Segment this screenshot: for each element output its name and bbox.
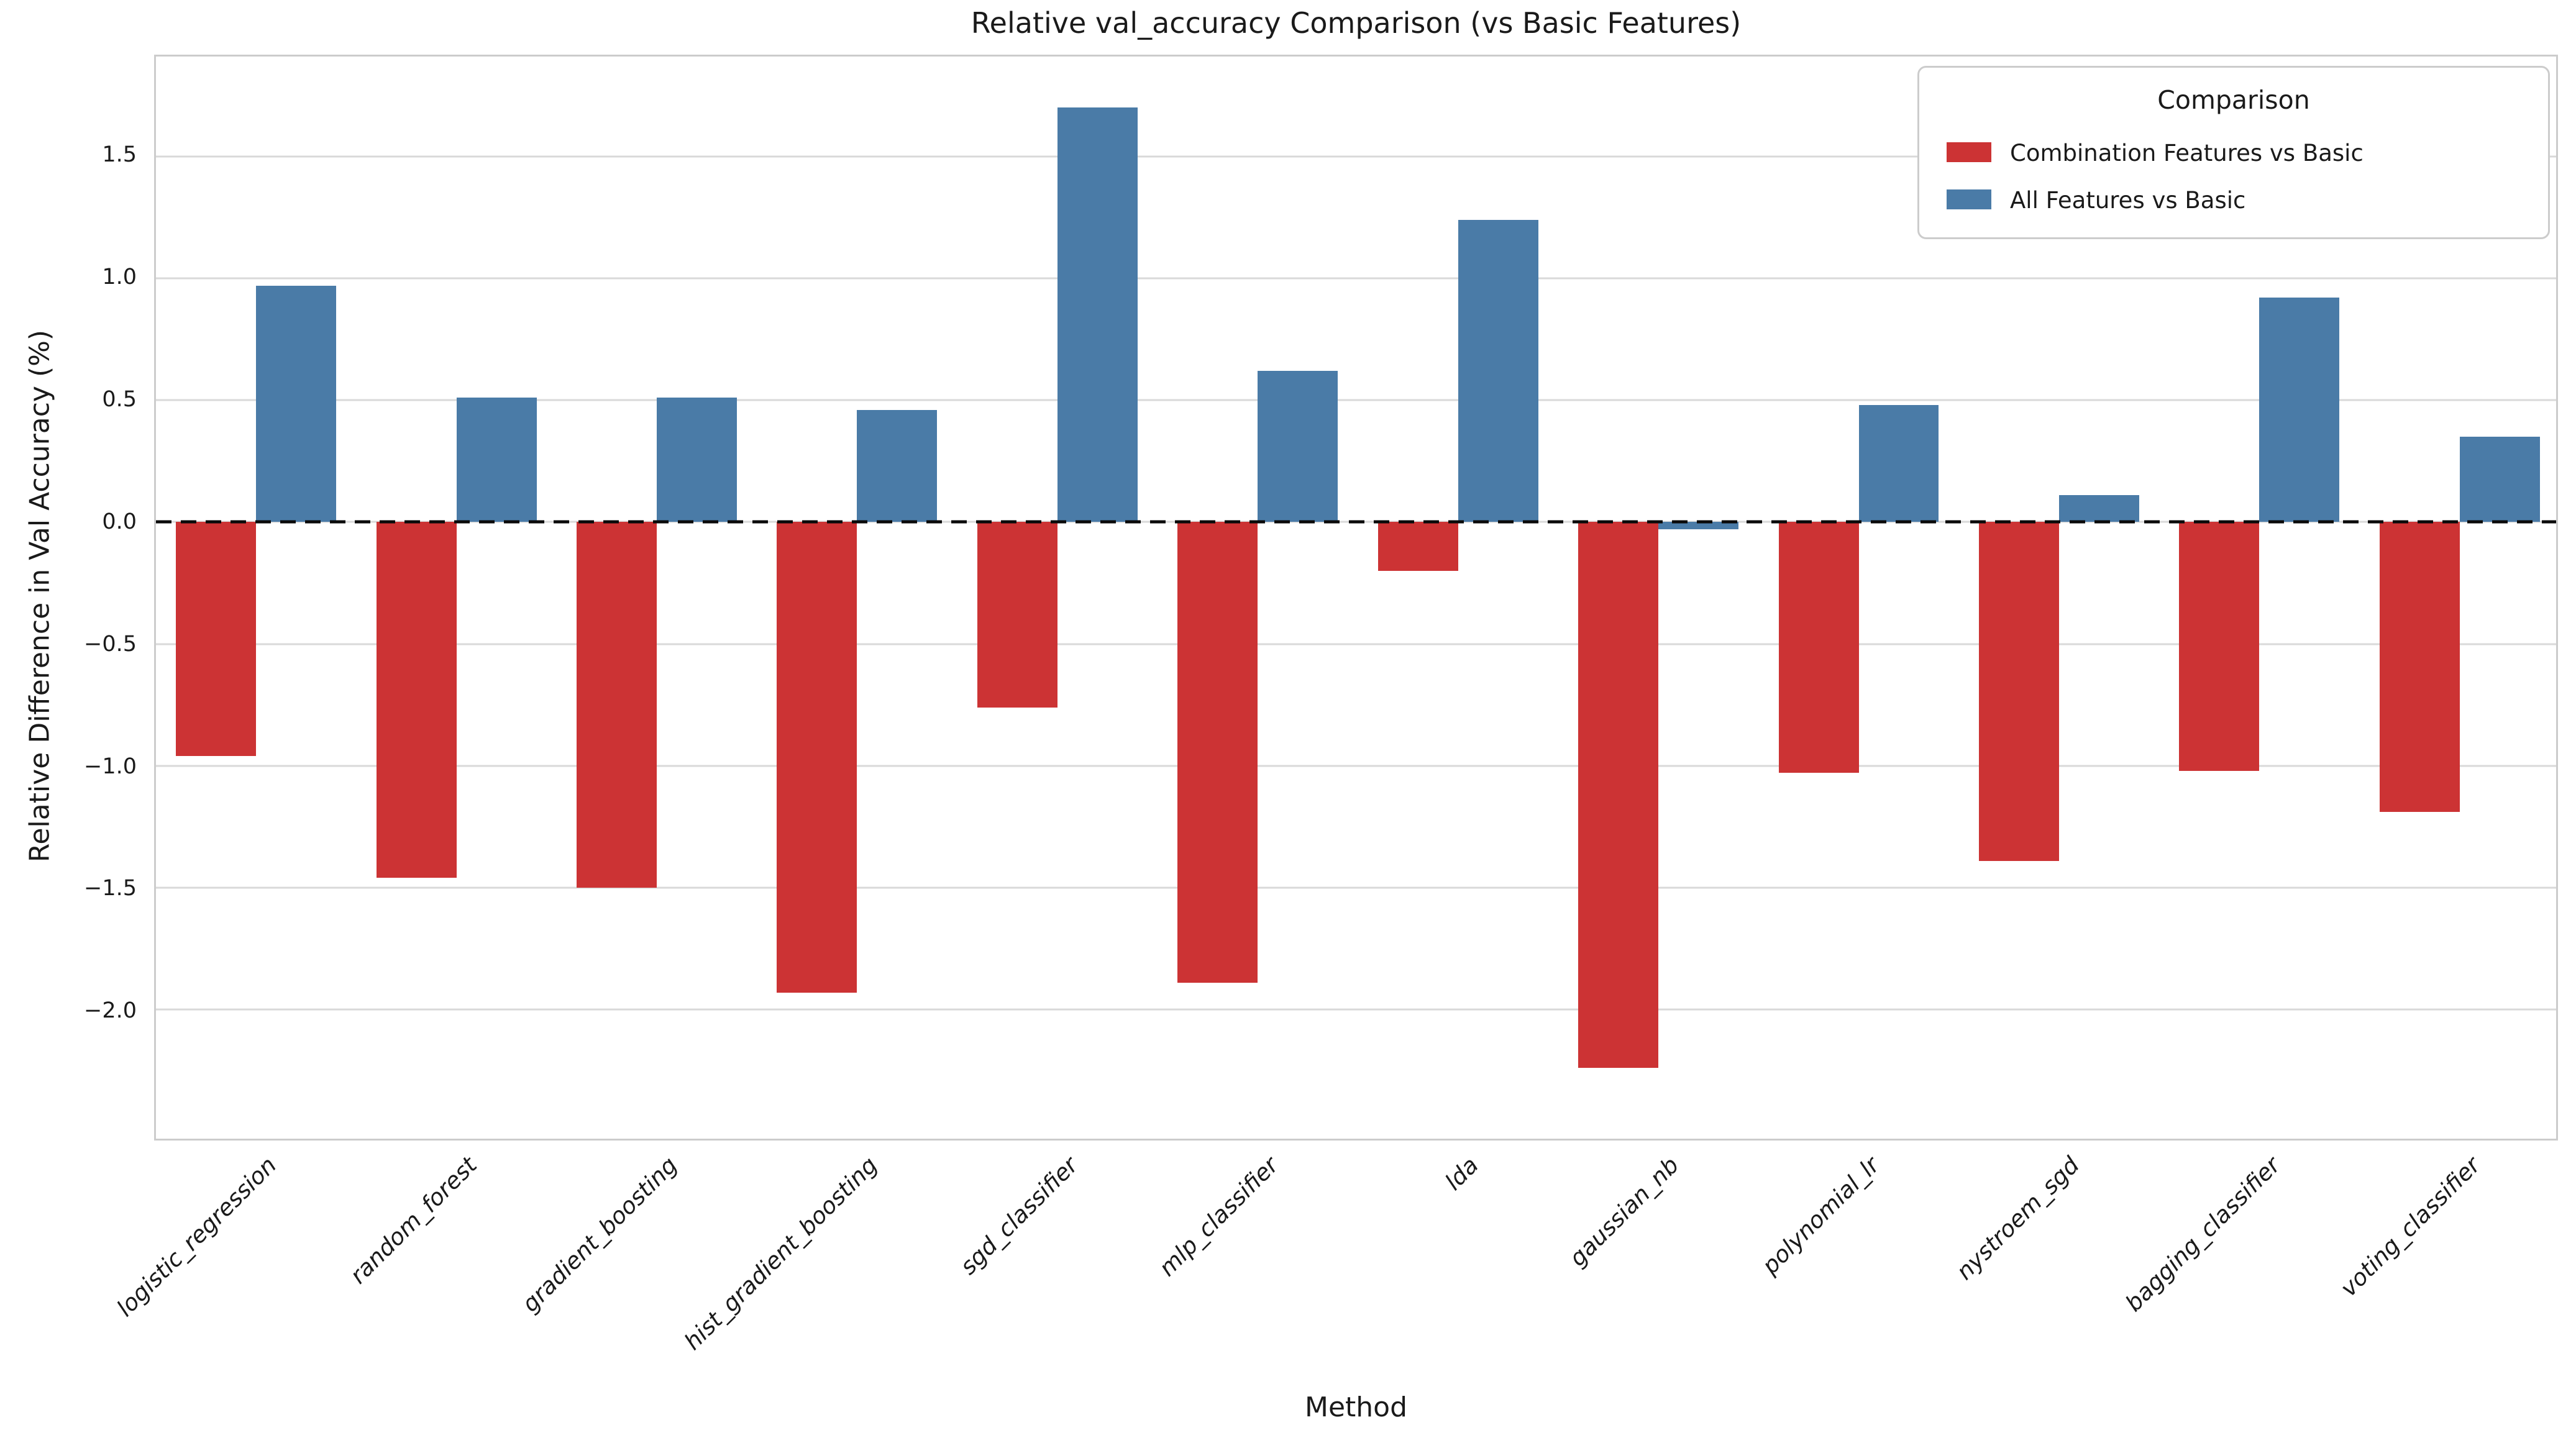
x-tick-label-sgd_classifier: sgd_classifier <box>954 1152 1084 1280</box>
bar-polynomial_lr-combination <box>1778 522 1859 773</box>
y-tick-label: 0.0 <box>102 509 137 534</box>
y-tick-label: 0.5 <box>102 387 137 412</box>
bar-gradient_boosting-all <box>657 398 737 522</box>
y-axis-label: Relative Difference in Val Accuracy (%) <box>24 329 56 863</box>
bar-mlp_classifier-combination <box>1177 522 1258 983</box>
bar-bagging_classifier-all <box>2259 298 2340 522</box>
gridline <box>156 765 2556 767</box>
legend: Comparison Combination Features vs Basic… <box>1917 66 2550 239</box>
bar-logistic_regression-all <box>256 285 337 522</box>
x-tick-label-random_forest: random_forest <box>345 1152 483 1289</box>
gridline <box>156 277 2556 280</box>
bar-random_forest-all <box>456 398 537 522</box>
bar-gaussian_nb-combination <box>1578 522 1659 1068</box>
bar-nystroem_sgd-all <box>2058 495 2139 522</box>
gridline <box>156 155 2556 158</box>
bar-gradient_boosting-combination <box>577 522 657 888</box>
zero-reference-line <box>156 520 2556 524</box>
x-tick-label-lda: lda <box>1440 1152 1484 1196</box>
bar-bagging_classifier-combination <box>2179 522 2260 771</box>
legend-swatch-blue-icon <box>1947 189 1991 209</box>
legend-title: Comparison <box>2157 85 2310 115</box>
x-tick-label-gaussian_nb: gaussian_nb <box>1564 1152 1684 1272</box>
bar-mlp_classifier-all <box>1258 371 1338 522</box>
bar-voting_classifier-all <box>2459 437 2540 522</box>
x-tick-label-logistic_regression: logistic_regression <box>111 1152 282 1322</box>
bar-hist_gradient_boosting-combination <box>777 522 857 993</box>
x-tick-label-nystroem_sgd: nystroem_sgd <box>1951 1152 2085 1285</box>
bar-lda-all <box>1458 219 1538 522</box>
bar-random_forest-combination <box>376 522 457 878</box>
bar-sgd_classifier-all <box>1057 107 1138 522</box>
x-tick-label-bagging_classifier: bagging_classifier <box>2120 1152 2285 1317</box>
x-tick-label-voting_classifier: voting_classifier <box>2335 1152 2486 1302</box>
legend-swatch-red-icon <box>1947 142 1991 162</box>
legend-entry-label: Combination Features vs Basic <box>2010 140 2364 166</box>
y-tick-label: 1.5 <box>102 142 137 168</box>
gridline <box>156 643 2556 645</box>
y-tick-label: −1.0 <box>84 754 137 779</box>
bar-lda-combination <box>1377 522 1458 571</box>
x-tick-label-mlp_classifier: mlp_classifier <box>1153 1152 1284 1282</box>
x-axis-label: Method <box>1304 1392 1408 1423</box>
legend-entry-label: All Features vs Basic <box>2010 187 2246 214</box>
y-tick-label: 1.0 <box>102 265 137 290</box>
bar-hist_gradient_boosting-all <box>857 409 938 522</box>
bar-nystroem_sgd-combination <box>1978 522 2059 861</box>
gridline <box>156 886 2556 889</box>
x-tick-label-gradient_boosting: gradient_boosting <box>516 1152 683 1318</box>
x-tick-label-polynomial_lr: polynomial_lr <box>1756 1152 1884 1280</box>
bar-voting_classifier-combination <box>2379 522 2460 813</box>
y-tick-label: −2.0 <box>84 998 137 1024</box>
bar-logistic_regression-combination <box>176 522 257 756</box>
y-tick-label: −0.5 <box>84 631 137 657</box>
bar-gaussian_nb-all <box>1658 522 1739 530</box>
gridline <box>156 1008 2556 1011</box>
y-tick-label: −1.5 <box>84 876 137 901</box>
bar-sgd_classifier-combination <box>977 522 1057 708</box>
bar-polynomial_lr-all <box>1858 405 1939 522</box>
chart-title: Relative val_accuracy Comparison (vs Bas… <box>971 6 1742 40</box>
x-tick-label-hist_gradient_boosting: hist_gradient_boosting <box>679 1152 883 1355</box>
gridline <box>156 399 2556 401</box>
